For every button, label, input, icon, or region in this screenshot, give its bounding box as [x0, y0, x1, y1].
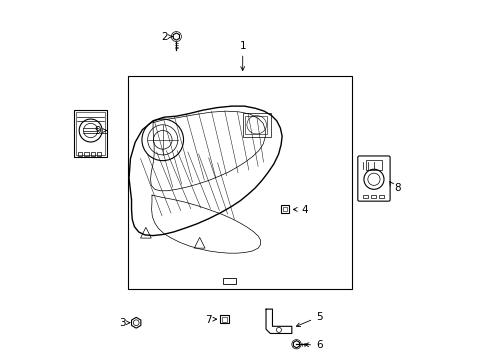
Bar	[282, 207, 286, 211]
Bar	[362, 195, 367, 198]
Bar	[220, 315, 228, 323]
Bar	[97, 152, 101, 156]
Text: 7: 7	[204, 315, 211, 325]
Bar	[378, 195, 383, 198]
Bar	[84, 152, 88, 156]
Text: 8: 8	[394, 183, 400, 193]
Bar	[244, 116, 267, 134]
Text: 1: 1	[239, 41, 245, 71]
Bar	[78, 152, 82, 156]
Text: 6: 6	[316, 340, 322, 350]
Text: 9: 9	[94, 126, 101, 135]
Bar	[281, 205, 288, 213]
Bar	[222, 317, 226, 321]
Text: 5: 5	[316, 312, 322, 322]
Bar	[90, 152, 95, 156]
Bar	[223, 278, 235, 284]
Text: 3: 3	[119, 318, 126, 328]
Bar	[370, 195, 375, 198]
Text: 4: 4	[301, 206, 307, 216]
Bar	[128, 76, 351, 289]
Bar	[76, 112, 105, 155]
Text: 2: 2	[161, 32, 168, 41]
Bar	[74, 110, 107, 157]
Bar	[242, 113, 270, 137]
Bar	[365, 160, 381, 170]
